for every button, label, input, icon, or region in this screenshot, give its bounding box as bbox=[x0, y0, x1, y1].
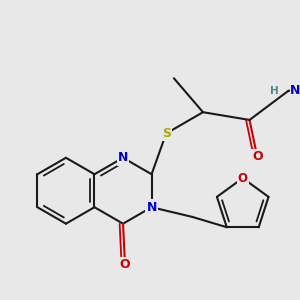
Text: N: N bbox=[290, 84, 300, 98]
Text: H: H bbox=[270, 86, 279, 96]
Text: O: O bbox=[120, 258, 130, 271]
Text: O: O bbox=[252, 150, 262, 163]
Text: S: S bbox=[162, 127, 171, 140]
Text: N: N bbox=[118, 151, 128, 164]
Text: N: N bbox=[146, 201, 157, 214]
Text: O: O bbox=[238, 172, 248, 184]
